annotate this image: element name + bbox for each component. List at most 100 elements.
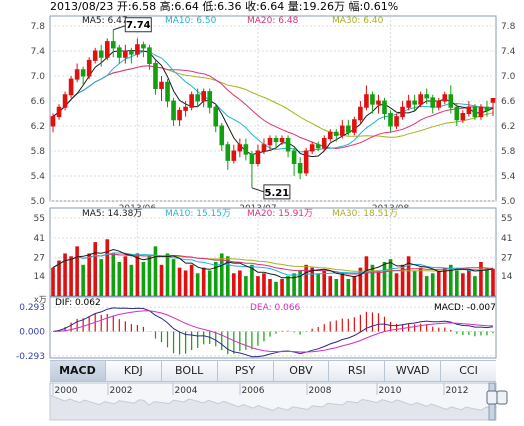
volume-bar: [430, 273, 435, 296]
volume-y-tick-right: 14: [501, 272, 513, 282]
candle-body: [159, 81, 164, 89]
tab-cci[interactable]: CCI: [440, 361, 496, 381]
tab-macd[interactable]: MACD: [50, 361, 105, 381]
header-high: 6.64: [174, 0, 199, 13]
macd-plot-frame: [49, 296, 497, 359]
candle-body: [98, 50, 104, 58]
price-y-tick-left: 5.0: [31, 197, 46, 207]
candle-body: [412, 100, 417, 105]
price-legend-ma30: MA30: 6.40: [332, 16, 384, 26]
volume-bar: [473, 276, 477, 296]
candle-body: [123, 50, 128, 58]
volume-bar: [461, 273, 465, 296]
volume-bar: [479, 261, 483, 296]
volume-bar: [111, 253, 116, 296]
volume-bar: [177, 267, 182, 296]
volume-y-tick-right: 27: [501, 254, 512, 264]
macd-dea-label: DEA: 0.066: [250, 303, 301, 313]
candle-body: [364, 94, 369, 108]
volume-bar: [485, 267, 489, 296]
candle-body: [129, 50, 134, 55]
navigator-year-label: 2010: [379, 386, 402, 396]
volume-y-tick-left: 41: [34, 234, 45, 244]
price-y-tick-left: 5.4: [31, 172, 46, 182]
header-date: 2013/08/23: [50, 0, 113, 13]
candle-body: [321, 138, 327, 149]
candle-body: [388, 113, 393, 127]
header-open: 6.58: [132, 0, 157, 13]
candle-body: [219, 125, 225, 146]
volume-bar: [219, 253, 224, 296]
macd-y-tick: 0.000: [19, 328, 45, 338]
volume-bar: [225, 256, 230, 296]
navigator-history-area: [49, 394, 497, 421]
volume-bar: [183, 270, 188, 296]
volume-bar: [165, 253, 170, 296]
tab-psy[interactable]: PSY: [216, 361, 273, 381]
volume-plot-frame: [49, 207, 497, 297]
candle-body: [195, 94, 200, 102]
volume-bar: [99, 259, 104, 296]
candle-body: [207, 91, 213, 108]
macd-y-tick: -0.293: [16, 352, 45, 362]
candle-body: [291, 150, 297, 164]
volume-bar: [250, 264, 254, 296]
price-legend-ma20: MA20: 6.48: [247, 16, 299, 26]
volume-bar: [105, 239, 110, 296]
volume-bar: [340, 273, 345, 296]
volume-bar: [244, 276, 248, 296]
volume-bar: [394, 273, 399, 296]
candle-body: [177, 109, 182, 121]
tab-rsi[interactable]: RSI: [328, 361, 384, 381]
navigator-handle-right: [496, 390, 508, 405]
navigator-panel[interactable]: 2000 2002 2004 2006 2008 2010 2012: [49, 382, 508, 421]
volume-panel: 55 55 41 41 27 27 14 14 MA5: 14.38万 MA10: 15.15万 M…: [34, 207, 513, 297]
high-marker-leader: [113, 25, 126, 31]
candle-body: [104, 41, 110, 58]
volume-bar: [491, 268, 495, 296]
candle-body: [62, 94, 68, 108]
candle-body: [243, 144, 249, 155]
volume-bar: [304, 264, 308, 296]
candle-body: [117, 47, 122, 58]
candle-body: [225, 144, 231, 161]
candle-body: [382, 100, 387, 114]
candle-body: [92, 50, 98, 61]
tab-boll[interactable]: BOLL: [160, 361, 217, 381]
candle-body: [249, 153, 255, 164]
tab-wvad[interactable]: WVAD: [384, 361, 440, 381]
volume-bar: [153, 246, 158, 296]
candle-body: [50, 116, 56, 127]
volume-y-tick-left: 27: [34, 254, 45, 264]
candle-body: [201, 91, 206, 102]
volume-bar: [195, 273, 200, 296]
candle-body: [68, 78, 74, 96]
price-panel: 7.8 7.8 7.4 7.4 7.0 7.0 6.6 6.6 6.2 6.2 5.8 5.8 5.4 5…: [31, 15, 516, 214]
candle-body: [460, 113, 466, 121]
volume-bar: [63, 253, 67, 296]
macd-y-tick: 0.293: [19, 303, 45, 313]
tab-obv[interactable]: OBV: [272, 361, 329, 381]
tab-kdj[interactable]: KDJ: [104, 361, 161, 381]
price-y-tick-left: 5.8: [31, 147, 46, 157]
volume-bar: [256, 276, 260, 296]
candle-body: [297, 163, 303, 174]
header-quote: 2013/08/23 开:6.58 高:6.64 低:6.36 收:6.64 量…: [50, 0, 398, 13]
volume-bar: [424, 276, 429, 296]
header-volume-label: 量:: [288, 0, 303, 13]
macd-unit-label: x万: [34, 295, 47, 304]
candle-body: [484, 106, 490, 111]
candle-body: [171, 100, 176, 121]
price-plot-frame: [49, 15, 497, 202]
header-close-label: 收:: [245, 0, 260, 13]
volume-bar: [262, 273, 266, 296]
volume-bar: [171, 259, 176, 296]
candle-body: [80, 69, 86, 77]
high-marker-box: [124, 17, 152, 33]
volume-bar: [382, 261, 387, 296]
candle-body: [189, 94, 194, 108]
candle-body: [352, 119, 357, 133]
indicator-toolbar: MACD KDJ BOLL PSY OBV RSI WVAD CCI: [50, 360, 496, 382]
header-open-label: 开:: [117, 0, 132, 13]
price-y-tick-left: 6.2: [31, 122, 45, 132]
